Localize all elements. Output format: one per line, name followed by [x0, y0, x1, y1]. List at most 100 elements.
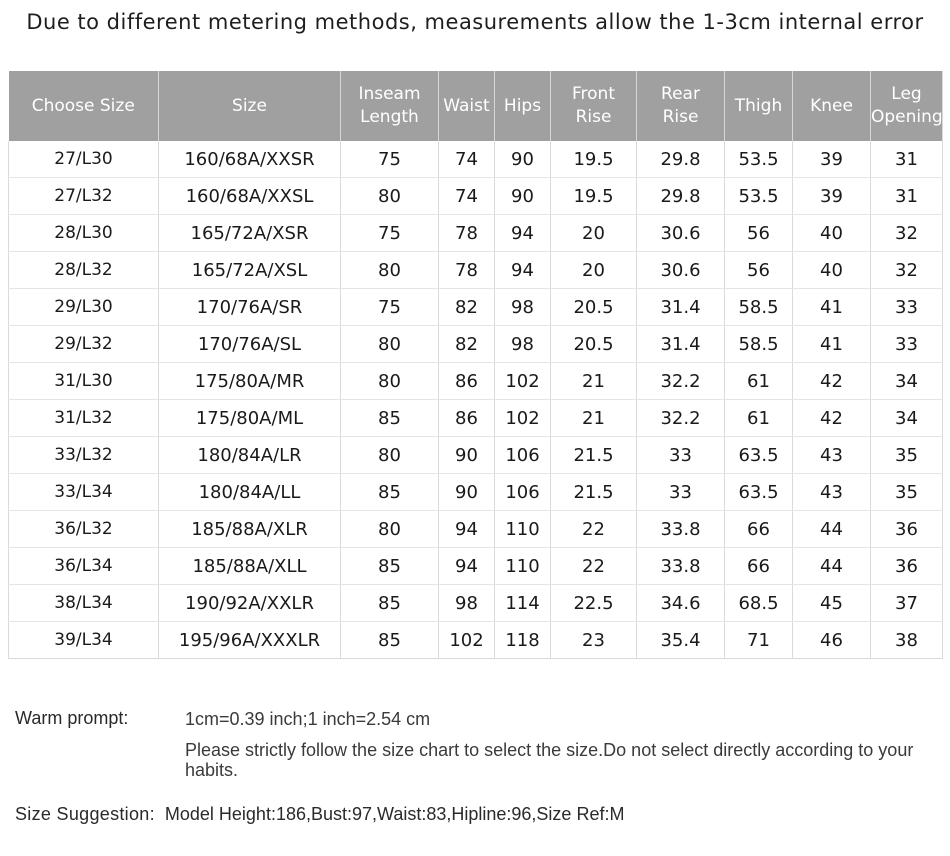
measurement-cell: 37	[870, 584, 943, 622]
table-header-row: Choose Size Size Inseam Length Waist Hips Fron…	[8, 71, 943, 141]
choose-size-cell: 28/L30	[8, 214, 159, 252]
size-cell: 160/68A/XXSR	[158, 141, 341, 178]
column-header: Thigh	[724, 71, 793, 141]
measurement-cell: 80	[340, 436, 439, 474]
size-cell: 165/72A/XSR	[158, 214, 341, 252]
measurement-cell: 58.5	[724, 288, 793, 326]
measurement-cell: 36	[870, 510, 943, 548]
measurement-cell: 78	[438, 251, 495, 289]
size-advice-text: Please strictly follow the size chart to…	[185, 740, 914, 780]
measurement-cell: 66	[724, 510, 793, 548]
measurement-cell: 20.5	[550, 288, 637, 326]
measurement-cell: 31.4	[636, 325, 725, 363]
measurement-cell: 110	[494, 547, 551, 585]
measurement-cell: 94	[494, 251, 551, 289]
choose-size-cell: 33/L34	[8, 473, 159, 511]
choose-size-cell: 38/L34	[8, 584, 159, 622]
choose-size-cell: 27/L30	[8, 141, 159, 178]
measurement-cell: 75	[340, 214, 439, 252]
size-chart-table: Choose Size Size Inseam Length Waist Hips Fron…	[8, 71, 943, 659]
measurement-cell: 75	[340, 288, 439, 326]
warm-prompt-label: Warm prompt:	[15, 708, 129, 728]
column-header-text: Rear	[661, 84, 700, 104]
choose-size-cell: 29/L32	[8, 325, 159, 363]
measurement-cell: 21	[550, 399, 637, 437]
measurement-cell: 43	[792, 436, 871, 474]
measurement-cell: 106	[494, 436, 551, 474]
column-header: Inseam Length	[340, 71, 439, 141]
measurement-cell: 41	[792, 288, 871, 326]
measurement-cell: 63.5	[724, 473, 793, 511]
measurement-cell: 22.5	[550, 584, 637, 622]
measurement-cell: 102	[494, 362, 551, 400]
measurement-cell: 94	[438, 547, 495, 585]
measurement-cell: 31.4	[636, 288, 725, 326]
measurement-cell: 21	[550, 362, 637, 400]
measurement-cell: 21.5	[550, 436, 637, 474]
choose-size-cell: 27/L32	[8, 177, 159, 215]
measurement-cell: 86	[438, 362, 495, 400]
table-row: 39/L34 195/96A/XXXLR 85 102 118 23 35.4 71 46 38	[8, 621, 943, 659]
measurement-cell: 94	[494, 214, 551, 252]
measurement-cell: 85	[340, 547, 439, 585]
measurement-cell: 85	[340, 473, 439, 511]
choose-size-cell: 36/L32	[8, 510, 159, 548]
measurement-cell: 39	[792, 141, 871, 178]
measurement-cell: 58.5	[724, 325, 793, 363]
table-row: 29/L32 170/76A/SL 80 82 98 20.5 31.4 58.5 41 33	[8, 325, 943, 363]
measurement-cell: 80	[340, 510, 439, 548]
measurement-cell: 22	[550, 510, 637, 548]
measurement-cell: 33	[636, 473, 725, 511]
column-header-text: Thigh	[734, 95, 783, 116]
measurement-cell: 32.2	[636, 399, 725, 437]
table-row: 27/L32 160/68A/XXSL 80 74 90 19.5 29.8 53.5 39 31	[8, 177, 943, 215]
measurement-cell: 20.5	[550, 325, 637, 363]
column-header: Hips	[494, 71, 551, 141]
measurement-cell: 33	[636, 436, 725, 474]
measurement-cell: 53.5	[724, 141, 793, 178]
size-cell: 170/76A/SL	[158, 325, 341, 363]
measurement-cell: 33	[870, 325, 943, 363]
measurement-cell: 34.6	[636, 584, 725, 622]
measurement-cell: 90	[494, 177, 551, 215]
measurement-cell: 20	[550, 251, 637, 289]
unit-conversion-text: 1cm=0.39 inch;1 inch=2.54 cm	[185, 709, 431, 729]
table-row: 33/L32 180/84A/LR 80 90 106 21.5 33 63.5 43 35	[8, 436, 943, 474]
measurement-cell: 82	[438, 288, 495, 326]
measurement-cell: 30.6	[636, 214, 725, 252]
measurement-cell: 90	[494, 141, 551, 178]
measurement-cell: 80	[340, 251, 439, 289]
size-cell: 195/96A/XXXLR	[158, 621, 341, 659]
measurement-cell: 23	[550, 621, 637, 659]
column-header: Waist	[438, 71, 495, 141]
size-cell: 175/80A/MR	[158, 362, 341, 400]
measurement-cell: 98	[438, 584, 495, 622]
measurement-cell: 61	[724, 399, 793, 437]
column-header-text: Knee	[810, 95, 853, 116]
size-cell: 160/68A/XXSL	[158, 177, 341, 215]
measurement-cell: 42	[792, 362, 871, 400]
column-header-text: Length	[360, 107, 419, 127]
measurement-cell: 31	[870, 177, 943, 215]
size-cell: 180/84A/LL	[158, 473, 341, 511]
measurement-cell: 94	[438, 510, 495, 548]
measurement-cell: 44	[792, 547, 871, 585]
choose-size-cell: 28/L32	[8, 251, 159, 289]
measurement-cell: 114	[494, 584, 551, 622]
measurement-cell: 38	[870, 621, 943, 659]
size-cell: 185/88A/XLL	[158, 547, 341, 585]
measurement-cell: 80	[340, 177, 439, 215]
size-suggestion-value: Model Height:186,Bust:97,Waist:83,Hiplin…	[164, 804, 625, 824]
measurement-cell: 56	[724, 214, 793, 252]
measurement-cell: 98	[494, 288, 551, 326]
measurement-cell: 74	[438, 177, 495, 215]
measurement-cell: 42	[792, 399, 871, 437]
measurement-cell: 85	[340, 584, 439, 622]
measurement-cell: 30.6	[636, 251, 725, 289]
measurement-cell: 56	[724, 251, 793, 289]
measurement-cell: 80	[340, 325, 439, 363]
measurement-cell: 20	[550, 214, 637, 252]
measurement-cell: 33.8	[636, 547, 725, 585]
column-header: Front Rise	[550, 71, 637, 141]
table-row: 38/L34 190/92A/XXLR 85 98 114 22.5 34.6 68.5 45 3…	[8, 584, 943, 622]
